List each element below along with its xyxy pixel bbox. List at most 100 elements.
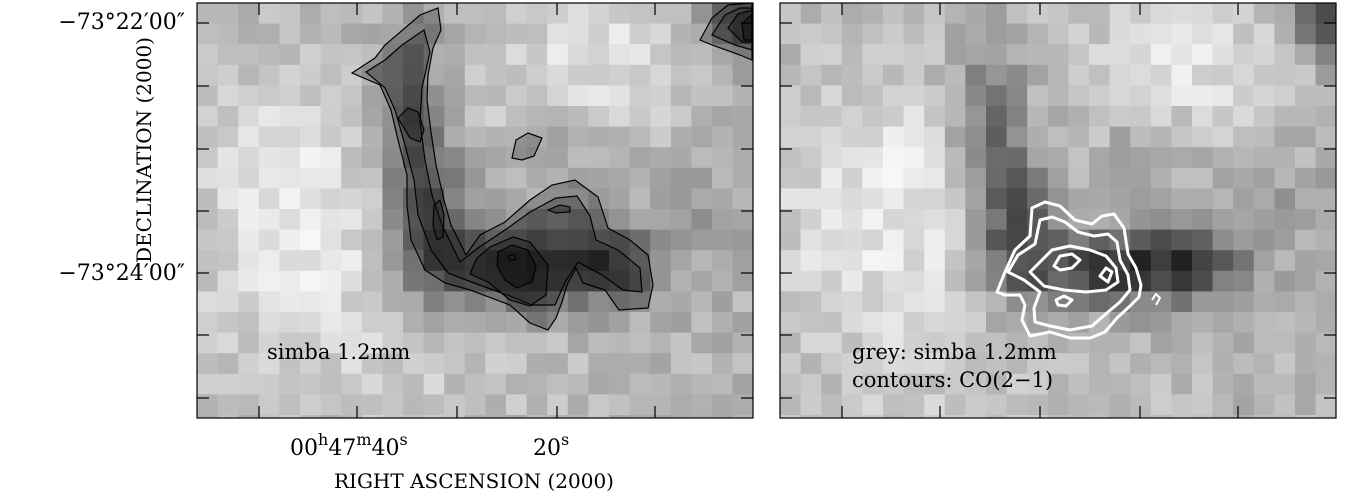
map-pixel <box>1150 167 1172 189</box>
map-pixel <box>1130 85 1152 107</box>
map-pixel <box>1295 85 1317 107</box>
map-pixel <box>464 209 486 231</box>
map-pixel <box>423 167 445 189</box>
map-pixel <box>712 188 734 210</box>
map-pixel <box>883 106 905 128</box>
map-pixel <box>1274 229 1296 251</box>
map-pixel <box>609 3 631 25</box>
map-pixel <box>691 106 713 128</box>
map-pixel <box>1027 394 1049 416</box>
map-pixel <box>821 209 843 231</box>
map-pixel <box>382 209 404 231</box>
map-pixel <box>1212 291 1234 313</box>
map-pixel <box>1150 291 1172 313</box>
map-pixel <box>1027 353 1049 375</box>
map-pixel <box>609 415 631 418</box>
map-pixel <box>258 209 280 231</box>
map-pixel <box>217 167 239 189</box>
map-pixel <box>526 332 548 354</box>
map-pixel <box>1027 106 1049 128</box>
map-pixel <box>841 126 863 148</box>
map-pixel <box>986 147 1008 169</box>
map-pixel <box>1006 270 1028 292</box>
map-pixel <box>258 270 280 292</box>
map-pixel <box>800 353 822 375</box>
map-pixel <box>650 312 672 334</box>
map-pixel <box>986 250 1008 272</box>
map-pixel <box>197 415 219 418</box>
map-pixel <box>382 250 404 272</box>
map-pixel <box>1315 250 1336 272</box>
map-pixel <box>588 126 610 148</box>
map-pixel <box>382 229 404 251</box>
map-pixel <box>841 209 863 231</box>
map-pixel <box>300 167 322 189</box>
right-contour-level-1 <box>995 200 1143 340</box>
map-pixel <box>279 85 301 107</box>
map-pixel <box>258 167 280 189</box>
map-pixel <box>1233 250 1255 272</box>
map-pixel <box>320 332 342 354</box>
map-pixel <box>485 106 507 128</box>
map-pixel <box>1274 209 1296 231</box>
map-pixel <box>382 291 404 313</box>
map-pixel <box>567 147 589 169</box>
map-pixel <box>924 229 946 251</box>
map-pixel <box>1171 332 1193 354</box>
map-pixel <box>650 126 672 148</box>
map-pixel <box>567 44 589 66</box>
map-pixel <box>1068 394 1090 416</box>
map-pixel <box>691 188 713 210</box>
map-pixel <box>712 229 734 251</box>
map-pixel <box>238 106 260 128</box>
map-pixel <box>258 353 280 375</box>
map-pixel <box>1233 147 1255 169</box>
map-pixel <box>588 209 610 231</box>
map-pixel <box>382 64 404 86</box>
map-pixel <box>279 209 301 231</box>
map-pixel <box>609 229 631 251</box>
map-pixel <box>629 167 651 189</box>
map-pixel <box>506 270 528 292</box>
map-pixel <box>883 167 905 189</box>
map-pixel <box>567 23 589 45</box>
map-pixel <box>300 270 322 292</box>
map-pixel <box>650 64 672 86</box>
map-pixel <box>1109 312 1131 334</box>
map-pixel <box>567 126 589 148</box>
map-pixel <box>986 64 1008 86</box>
map-pixel <box>403 44 425 66</box>
map-pixel <box>526 23 548 45</box>
map-pixel <box>1192 64 1214 86</box>
map-pixel <box>1130 3 1152 25</box>
map-pixel <box>1171 3 1193 25</box>
map-pixel <box>883 415 905 418</box>
map-pixel <box>238 209 260 231</box>
map-pixel <box>821 3 843 25</box>
map-pixel <box>238 250 260 272</box>
map-pixel <box>444 167 466 189</box>
map-pixel <box>258 64 280 86</box>
map-pixel <box>279 126 301 148</box>
map-pixel <box>1253 229 1275 251</box>
map-pixel <box>1171 353 1193 375</box>
map-pixel <box>903 64 925 86</box>
map-pixel <box>1253 250 1275 272</box>
map-pixel <box>691 250 713 272</box>
map-pixel <box>883 291 905 313</box>
map-pixel <box>650 106 672 128</box>
map-pixel <box>965 85 987 107</box>
map-pixel <box>1047 147 1069 169</box>
map-pixel <box>588 23 610 45</box>
map-pixel <box>903 106 925 128</box>
map-pixel <box>341 85 363 107</box>
map-pixel <box>1212 229 1234 251</box>
map-pixel <box>903 332 925 354</box>
map-pixel <box>526 229 548 251</box>
map-pixel <box>1274 85 1296 107</box>
map-pixel <box>650 167 672 189</box>
map-pixel <box>361 147 383 169</box>
map-pixel <box>403 85 425 107</box>
map-pixel <box>821 415 843 418</box>
map-pixel <box>444 250 466 272</box>
